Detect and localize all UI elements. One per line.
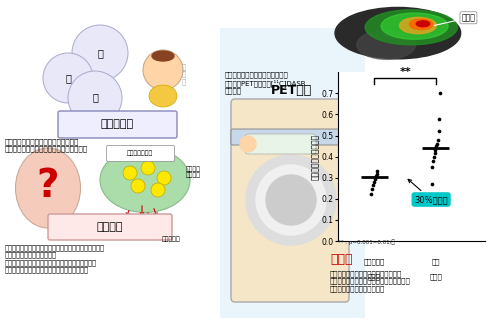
Point <box>370 179 378 185</box>
Ellipse shape <box>357 30 416 59</box>
Text: **: ** <box>399 68 411 77</box>
Circle shape <box>246 155 336 245</box>
Y-axis label: 島皮質における結合能: 島皮質における結合能 <box>311 133 320 180</box>
Text: 対照群: 対照群 <box>430 273 442 280</box>
Text: ・現在、「セロトニン仮説」がもっとも受け入れられて
いるが、いまだ確証はない。
・人の生きた脳内の、神経伝達物質の微細な変化・
神経伝達機能をとらえることは容易: ・現在、「セロトニン仮説」がもっとも受け入れられて いるが、いまだ確証はない。 … <box>5 244 105 274</box>
Text: ・不潔強迫、確認強迫、加害恐怖など
「気になって仕方ない、不安で仕方ない」: ・不潔強迫、確認強迫、加害恐怖など 「気になって仕方ない、不安で仕方ない」 <box>5 138 88 152</box>
Point <box>371 176 379 181</box>
Point <box>372 171 380 176</box>
Text: 🔒: 🔒 <box>97 48 103 58</box>
Text: 30%の減少: 30%の減少 <box>408 179 448 204</box>
Point <box>368 191 376 196</box>
FancyArrowPatch shape <box>126 211 130 216</box>
Text: 強迫性障害: 強迫性障害 <box>364 259 385 265</box>
FancyBboxPatch shape <box>58 111 177 138</box>
Point <box>432 143 440 149</box>
Point <box>434 137 442 142</box>
FancyBboxPatch shape <box>48 214 172 240</box>
Circle shape <box>256 165 326 235</box>
Ellipse shape <box>149 85 177 107</box>
Ellipse shape <box>16 148 80 228</box>
Text: シナプス前細胞: シナプス前細胞 <box>127 150 153 156</box>
Point <box>429 158 437 163</box>
Text: セロトニン: セロトニン <box>162 236 181 242</box>
Text: ・生きた脳内を分子イメージング
・高性能PETプローブ[¹¹C]DASB
　を使用: ・生きた脳内を分子イメージング ・高性能PETプローブ[¹¹C]DASB を使用 <box>225 71 306 94</box>
Text: 原因不明: 原因不明 <box>97 222 123 232</box>
Text: PET撮像: PET撮像 <box>270 84 312 96</box>
Circle shape <box>143 50 183 90</box>
Text: 〇
〇
〇: 〇 〇 〇 <box>182 63 186 85</box>
Point <box>432 148 440 153</box>
Ellipse shape <box>100 148 190 213</box>
Point <box>372 173 380 178</box>
Point <box>374 169 382 174</box>
Ellipse shape <box>335 8 460 59</box>
Ellipse shape <box>416 21 430 27</box>
Point <box>434 129 442 134</box>
FancyArrowPatch shape <box>154 209 157 216</box>
Point <box>368 187 376 192</box>
Circle shape <box>155 225 165 235</box>
Text: 🦠: 🦠 <box>92 92 98 102</box>
Circle shape <box>123 166 137 180</box>
FancyBboxPatch shape <box>106 146 174 161</box>
Point <box>430 151 438 156</box>
Point <box>428 165 436 170</box>
Text: 強迫性障害の患者脳内、大脳皮質の島
皮質で、セロトニントランスポーターが減
少していることをとらえた。: 強迫性障害の患者脳内、大脳皮質の島 皮質で、セロトニントランスポーターが減 少し… <box>330 270 411 292</box>
Circle shape <box>144 223 154 233</box>
Point <box>433 141 441 147</box>
Circle shape <box>266 175 316 225</box>
FancyBboxPatch shape <box>220 28 365 318</box>
FancyBboxPatch shape <box>231 129 351 145</box>
Circle shape <box>151 183 165 197</box>
Point <box>369 182 377 188</box>
Ellipse shape <box>365 10 458 45</box>
Circle shape <box>141 161 155 175</box>
Text: 世界初: 世界初 <box>330 253 352 266</box>
Text: ?: ? <box>37 167 60 205</box>
Text: 島皮質: 島皮質 <box>434 13 476 26</box>
Circle shape <box>72 25 128 81</box>
Circle shape <box>132 226 142 236</box>
FancyBboxPatch shape <box>245 134 316 154</box>
FancyArrowPatch shape <box>146 213 150 219</box>
FancyBboxPatch shape <box>231 99 349 302</box>
Point <box>436 116 444 121</box>
Text: 健常: 健常 <box>432 259 440 265</box>
Point <box>430 154 438 159</box>
Ellipse shape <box>400 17 436 34</box>
Circle shape <box>157 171 171 185</box>
Point <box>428 181 436 187</box>
Text: 患者群: 患者群 <box>368 273 381 280</box>
FancyArrowPatch shape <box>140 206 143 216</box>
Text: トランス
ポーター: トランス ポーター <box>186 166 200 178</box>
Circle shape <box>68 71 122 125</box>
Ellipse shape <box>152 51 174 61</box>
Ellipse shape <box>410 19 433 30</box>
Circle shape <box>131 179 145 193</box>
Point <box>436 91 444 96</box>
Text: 🚪: 🚪 <box>65 73 71 83</box>
Text: 強迫性障害: 強迫性障害 <box>100 119 134 129</box>
Circle shape <box>240 136 256 152</box>
Circle shape <box>120 223 130 233</box>
Text: ** : p=0.001~0.01/両: ** : p=0.001~0.01/両 <box>338 240 395 245</box>
Ellipse shape <box>381 13 448 39</box>
Circle shape <box>43 53 93 103</box>
